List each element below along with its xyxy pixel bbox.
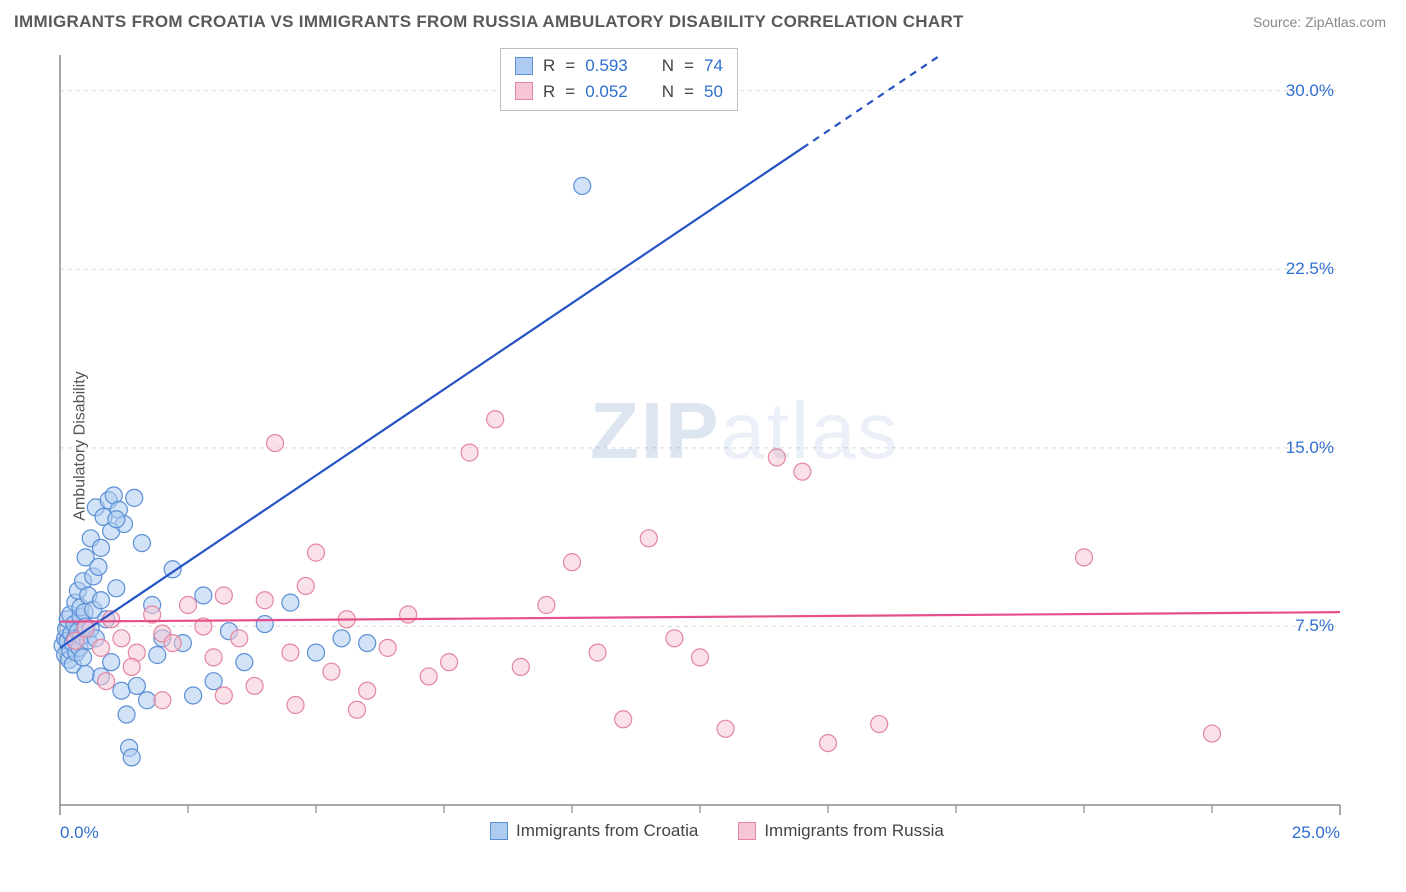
stats-r-label: R xyxy=(543,79,555,105)
stats-r-value-russia: 0.052 xyxy=(585,79,628,105)
source-attribution: Source: ZipAtlas.com xyxy=(1253,14,1386,30)
legend-label-croatia: Immigrants from Croatia xyxy=(516,821,698,841)
legend-bottom: Immigrants from Croatia Immigrants from R… xyxy=(490,821,944,841)
x-tick-label: 25.0% xyxy=(1292,823,1340,843)
legend-label-russia: Immigrants from Russia xyxy=(764,821,943,841)
stats-eq: = xyxy=(684,53,694,79)
stats-n-value-russia: 50 xyxy=(704,79,723,105)
stats-legend-box: R = 0.593 N = 74 R = 0.052 N = 50 xyxy=(500,48,738,111)
stats-swatch-croatia xyxy=(515,57,533,75)
stats-eq: = xyxy=(684,79,694,105)
chart-title: IMMIGRANTS FROM CROATIA VS IMMIGRANTS FR… xyxy=(14,12,964,32)
y-tick-label: 30.0% xyxy=(1286,81,1334,101)
y-tick-label: 15.0% xyxy=(1286,438,1334,458)
plot-area: ZIPatlas R=0.593N=74R=0.052N=50 Immigran… xyxy=(50,45,1350,825)
stats-n-label: N xyxy=(662,53,674,79)
source-label: Source: xyxy=(1253,14,1305,30)
x-tick-label: 0.0% xyxy=(60,823,99,843)
y-tick-label: 22.5% xyxy=(1286,259,1334,279)
stats-n-label: N xyxy=(662,79,674,105)
stats-eq: = xyxy=(565,53,575,79)
scatter-chart xyxy=(50,45,1350,825)
legend-item-russia: Immigrants from Russia xyxy=(738,821,943,841)
stats-eq: = xyxy=(565,79,575,105)
legend-swatch-russia xyxy=(738,822,756,840)
stats-r-label: R xyxy=(543,53,555,79)
stats-n-value-croatia: 74 xyxy=(704,53,723,79)
stats-r-value-croatia: 0.593 xyxy=(585,53,628,79)
source-name: ZipAtlas.com xyxy=(1305,14,1386,30)
stats-swatch-russia xyxy=(515,82,533,100)
y-tick-label: 7.5% xyxy=(1295,616,1334,636)
stats-row-croatia: R = 0.593 N = 74 xyxy=(515,53,723,79)
legend-item-croatia: Immigrants from Croatia xyxy=(490,821,698,841)
legend-swatch-croatia xyxy=(490,822,508,840)
stats-row-russia: R = 0.052 N = 50 xyxy=(515,79,723,105)
